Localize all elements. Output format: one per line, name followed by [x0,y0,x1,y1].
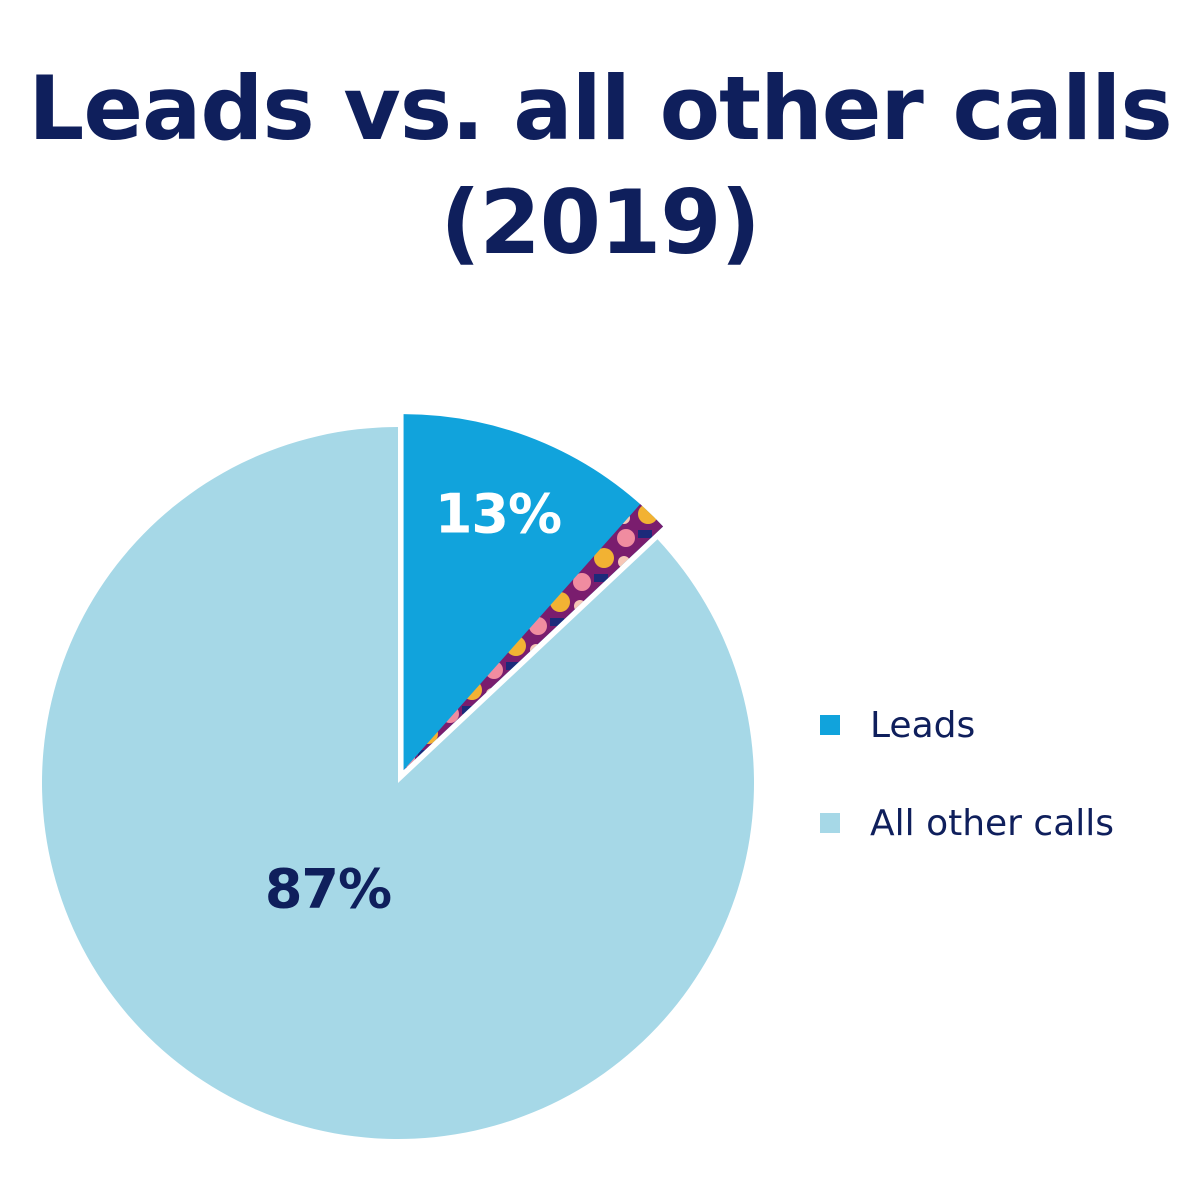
slice-label-all-other-calls: 87% [265,858,391,921]
legend-swatch-other [820,813,840,833]
legend-item-leads: Leads [820,700,1114,750]
pie-slice-all-other-calls [42,427,754,1139]
legend: Leads All other calls [820,700,1114,896]
legend-swatch-leads [820,715,840,735]
pie-slice-leads [403,414,664,771]
chart-title: Leads vs. all other calls (2019) [0,52,1200,280]
slice-label-leads: 13% [435,483,561,546]
chart-title-line-2: (2019) [440,171,760,274]
legend-label-leads: Leads [870,704,976,746]
chart-title-line-1: Leads vs. all other calls [28,57,1172,160]
legend-item-other: All other calls [820,798,1114,848]
legend-label-other: All other calls [870,802,1115,844]
pie-slice-leads-decoration [403,504,664,771]
